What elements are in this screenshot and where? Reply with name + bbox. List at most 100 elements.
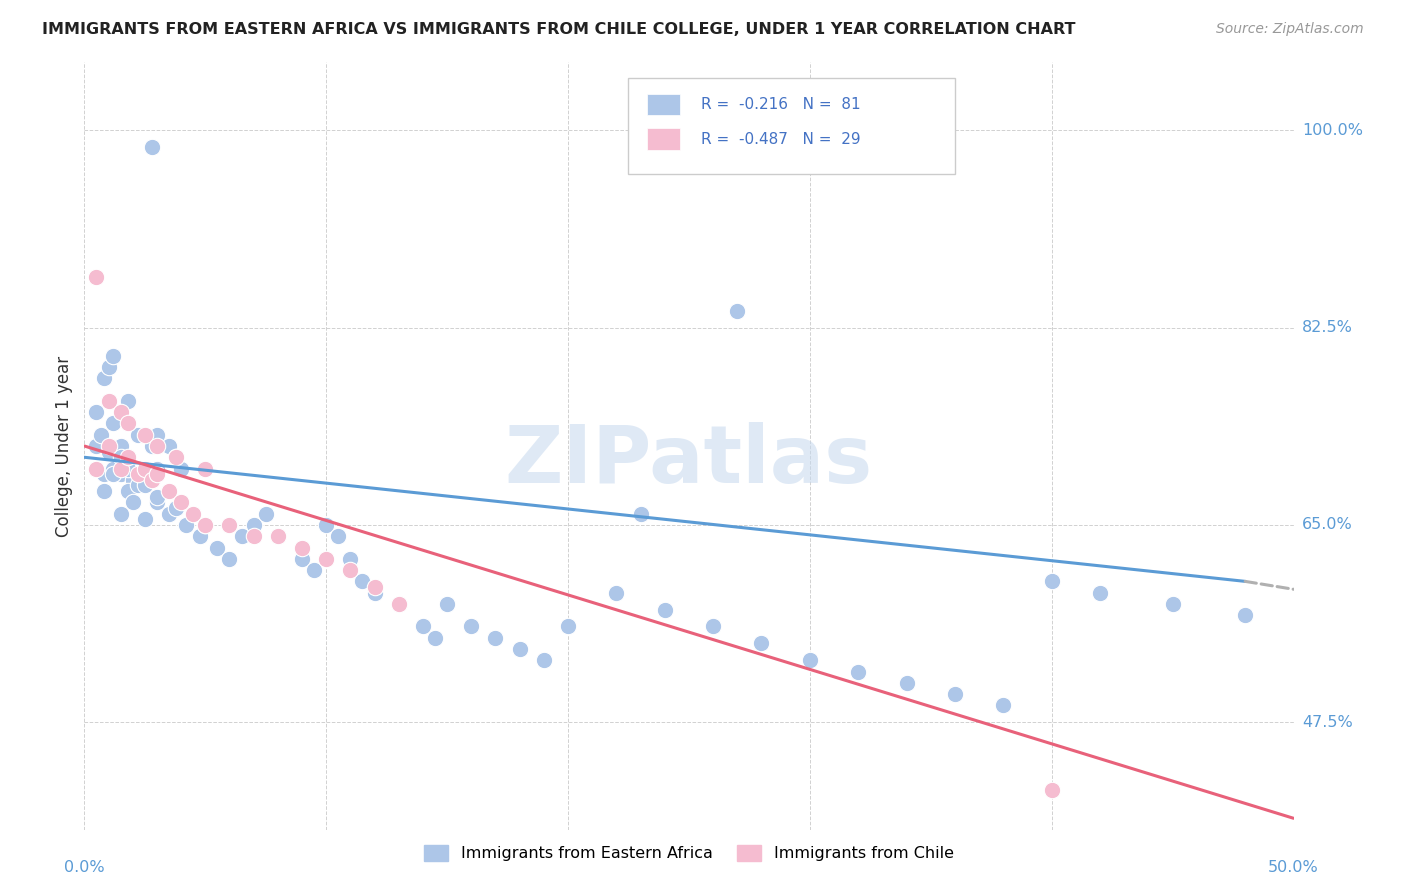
Point — [141, 140, 163, 154]
Point — [157, 439, 180, 453]
Text: ZIPatlas: ZIPatlas — [505, 422, 873, 500]
Point — [146, 461, 169, 475]
Point — [146, 467, 169, 482]
Point — [86, 405, 108, 419]
Point — [146, 427, 169, 442]
Point — [103, 349, 125, 363]
Point — [190, 529, 212, 543]
Text: 0.0%: 0.0% — [65, 860, 104, 875]
Point — [110, 439, 132, 453]
Point — [605, 585, 627, 599]
Point — [242, 529, 264, 543]
Point — [146, 490, 169, 504]
Point — [117, 417, 139, 431]
Point — [110, 507, 132, 521]
Point — [725, 303, 748, 318]
Point — [328, 529, 350, 543]
Point — [86, 269, 108, 284]
Point — [90, 427, 112, 442]
Text: R =  -0.216   N =  81: R = -0.216 N = 81 — [702, 97, 860, 112]
Point — [267, 529, 290, 543]
Point — [134, 467, 156, 482]
Point — [127, 427, 149, 442]
Point — [339, 563, 361, 577]
Point — [121, 495, 143, 509]
Point — [110, 461, 132, 475]
Legend: Immigrants from Eastern Africa, Immigrants from Chile: Immigrants from Eastern Africa, Immigran… — [418, 838, 960, 868]
Point — [146, 495, 169, 509]
Point — [103, 417, 125, 431]
Text: 65.0%: 65.0% — [1302, 517, 1353, 533]
Point — [291, 551, 314, 566]
Point — [1088, 585, 1111, 599]
Point — [630, 507, 652, 521]
Point — [97, 439, 120, 453]
Point — [1234, 608, 1257, 623]
Point — [460, 619, 482, 633]
Point — [174, 518, 197, 533]
Point — [134, 478, 156, 492]
Point — [157, 507, 180, 521]
Point — [134, 461, 156, 475]
Point — [170, 495, 193, 509]
Point — [86, 439, 108, 453]
Point — [302, 563, 325, 577]
Point — [1040, 783, 1063, 797]
Point — [943, 687, 966, 701]
Point — [103, 467, 125, 482]
Point — [218, 518, 240, 533]
Point — [218, 551, 240, 566]
Point — [436, 597, 458, 611]
Point — [654, 602, 676, 616]
FancyBboxPatch shape — [647, 128, 681, 150]
Text: 50.0%: 50.0% — [1268, 860, 1319, 875]
Point — [181, 507, 204, 521]
Point — [231, 529, 253, 543]
Point — [557, 619, 579, 633]
Text: R =  -0.487   N =  29: R = -0.487 N = 29 — [702, 132, 860, 146]
Point — [423, 631, 446, 645]
Point — [339, 551, 361, 566]
Point — [157, 484, 180, 499]
Point — [388, 597, 411, 611]
Point — [165, 501, 187, 516]
Point — [110, 467, 132, 482]
Point — [846, 665, 869, 679]
Point — [388, 597, 411, 611]
Point — [363, 585, 385, 599]
Point — [141, 439, 163, 453]
Point — [97, 359, 120, 374]
Point — [110, 405, 132, 419]
Point — [165, 450, 187, 465]
Point — [484, 631, 506, 645]
Point — [165, 450, 187, 465]
FancyBboxPatch shape — [647, 94, 681, 115]
Point — [254, 507, 277, 521]
Point — [509, 642, 531, 657]
Text: IMMIGRANTS FROM EASTERN AFRICA VS IMMIGRANTS FROM CHILE COLLEGE, UNDER 1 YEAR CO: IMMIGRANTS FROM EASTERN AFRICA VS IMMIGR… — [42, 22, 1076, 37]
Point — [127, 467, 149, 482]
Y-axis label: College, Under 1 year: College, Under 1 year — [55, 355, 73, 537]
Point — [412, 619, 434, 633]
Point — [110, 450, 132, 465]
Point — [141, 473, 163, 487]
Point — [533, 653, 555, 667]
Point — [194, 518, 217, 533]
Point — [121, 473, 143, 487]
Point — [170, 461, 193, 475]
Point — [267, 529, 290, 543]
Point — [242, 518, 264, 533]
Point — [117, 450, 139, 465]
Point — [207, 541, 229, 555]
Point — [117, 461, 139, 475]
Point — [363, 580, 385, 594]
Point — [194, 461, 217, 475]
Point — [799, 653, 821, 667]
Point — [97, 444, 120, 458]
Point — [93, 371, 115, 385]
Text: 82.5%: 82.5% — [1302, 320, 1353, 335]
Point — [291, 541, 314, 555]
Point — [86, 461, 108, 475]
FancyBboxPatch shape — [628, 78, 955, 174]
Point — [127, 478, 149, 492]
